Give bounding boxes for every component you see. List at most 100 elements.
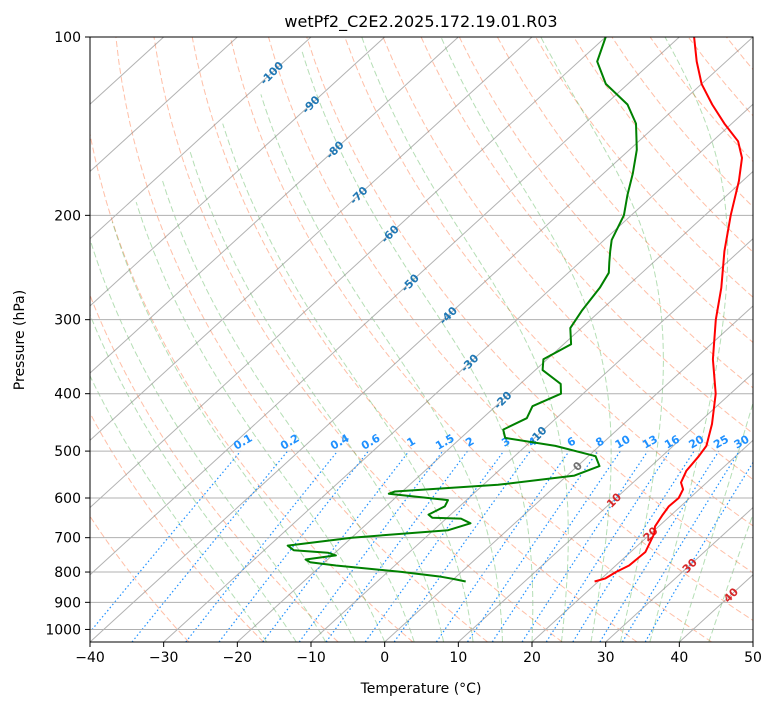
moist-adiabat — [135, 201, 386, 642]
mixing-ratio-label: 25 — [711, 433, 731, 452]
mixing-ratio-line — [185, 450, 339, 642]
dry-adiabat — [535, 37, 753, 298]
y-tick-label: 900 — [54, 595, 81, 611]
dry-adiabat — [344, 37, 753, 527]
mixing-ratio-line — [491, 450, 621, 642]
moist-adiabat — [90, 239, 327, 642]
mixing-ratio-label: 0.1 — [231, 432, 254, 453]
moist-adiabat — [440, 37, 612, 642]
mixing-ratio-line — [218, 450, 369, 642]
moist-adiabat — [361, 37, 569, 642]
moist-adiabat — [90, 313, 297, 642]
moist-adiabat — [301, 49, 534, 642]
mixing-ratio-line — [393, 450, 531, 642]
plot-frame — [89, 36, 754, 643]
isotherm — [163, 103, 753, 642]
mixing-ratio-label: 6 — [565, 434, 578, 449]
dry-adiabat — [90, 412, 264, 642]
isotherm — [90, 37, 238, 173]
mixing-ratio-line — [298, 450, 444, 642]
dry-adiabat — [726, 37, 753, 71]
isotherm — [90, 37, 386, 307]
moist-adiabat — [649, 37, 729, 642]
mixing-ratio-label: 1.5 — [433, 432, 456, 453]
mixing-ratio-line — [90, 450, 242, 633]
x-tick-label: −40 — [75, 650, 105, 666]
profile-series — [286, 37, 743, 583]
y-tick-label: 300 — [54, 313, 81, 329]
isotherm — [90, 37, 312, 240]
dry-adiabat — [649, 37, 753, 163]
dry-adiabat — [496, 37, 753, 344]
x-tick-label: 0 — [380, 650, 389, 666]
mixing-ratio-line — [621, 450, 740, 642]
mixing-ratio-label: 36 — [752, 432, 772, 451]
x-tick-label: −10 — [296, 650, 326, 666]
y-tick-label: 200 — [54, 208, 81, 224]
mixing-ratio-line — [545, 450, 671, 642]
mixing-ratio-line — [364, 450, 505, 642]
moist-adiabat — [540, 37, 664, 642]
isotherm — [90, 37, 533, 442]
mixing-ratio-line — [644, 461, 753, 642]
moist-adiabat — [111, 221, 356, 642]
x-axis-title: Temperature (°C) — [360, 681, 482, 697]
mixing-ratio-label: 0.6 — [359, 431, 383, 452]
mixing-ratio-label: 3 — [499, 435, 512, 450]
x-tick-label: −20 — [223, 650, 253, 666]
isotherm — [457, 372, 753, 642]
mixing-ratio-label: 0.2 — [278, 432, 301, 453]
mixing-ratio-line — [131, 450, 289, 642]
isotherm — [531, 439, 753, 642]
dry-adiabat — [115, 37, 488, 642]
mixing-ratio-label: 13 — [640, 433, 660, 452]
x-tick-label: −30 — [149, 650, 179, 666]
x-tick-label: 50 — [744, 650, 762, 666]
dry-adiabat — [90, 293, 339, 642]
isotherm — [752, 641, 753, 642]
mixing-ratio-label: 2 — [463, 435, 476, 450]
y-tick-label: 1000 — [45, 622, 81, 638]
y-tick-label: 400 — [54, 387, 81, 403]
mixing-ratio-label: 30 — [732, 432, 752, 451]
dry-adiabat — [458, 37, 753, 389]
line-labels: 0.1 0.2 0.4 0.6 1 1.5 2 3 4 6 8 10 13 16 20 25 30 36-100-… — [231, 59, 772, 606]
dry-adiabat — [90, 131, 414, 642]
dry-adiabat — [90, 515, 190, 642]
isotherm — [236, 170, 753, 642]
mixing-ratio-line — [599, 450, 720, 642]
y-axis-title: Pressure (hPa) — [12, 290, 28, 390]
dewpoint-line — [286, 37, 638, 583]
moist-adiabat — [189, 149, 445, 642]
mixing-ratio-line — [262, 450, 410, 642]
isotherm — [90, 37, 753, 642]
background-lines — [90, 37, 753, 642]
mixing-ratio-line — [572, 450, 695, 642]
moist-adiabat — [222, 123, 474, 642]
chart-title: wetPf2_C2E2.2025.172.19.01.R03 — [284, 12, 557, 32]
x-tick-label: 20 — [523, 650, 541, 666]
moist-adiabat — [260, 94, 503, 642]
mixing-ratio-label: 1 — [405, 435, 418, 450]
mixing-ratio-line — [435, 450, 570, 642]
y-tick-label: 600 — [54, 491, 81, 507]
mixing-ratio-line — [325, 450, 468, 642]
y-axis: 1000 900 800 700 600 500 400 300 200 100 — [45, 30, 90, 638]
y-tick-label: 100 — [54, 30, 81, 46]
mixing-ratio-label: 16 — [662, 432, 682, 451]
isotherm — [384, 305, 753, 642]
temperature-line — [594, 37, 743, 583]
isotherm — [90, 37, 680, 576]
mixing-ratio-label: 0.4 — [328, 431, 352, 452]
mixing-ratio-line — [466, 450, 599, 642]
moist-adiabat — [678, 401, 753, 642]
dry-adiabat — [153, 37, 563, 642]
dry-adiabat — [268, 37, 753, 622]
moist-adiabat — [90, 374, 268, 642]
moist-adiabat — [708, 513, 753, 642]
isotherm — [310, 237, 753, 642]
y-tick-label: 800 — [54, 565, 81, 581]
moist-adiabat — [162, 180, 415, 642]
isotherm — [605, 506, 753, 642]
